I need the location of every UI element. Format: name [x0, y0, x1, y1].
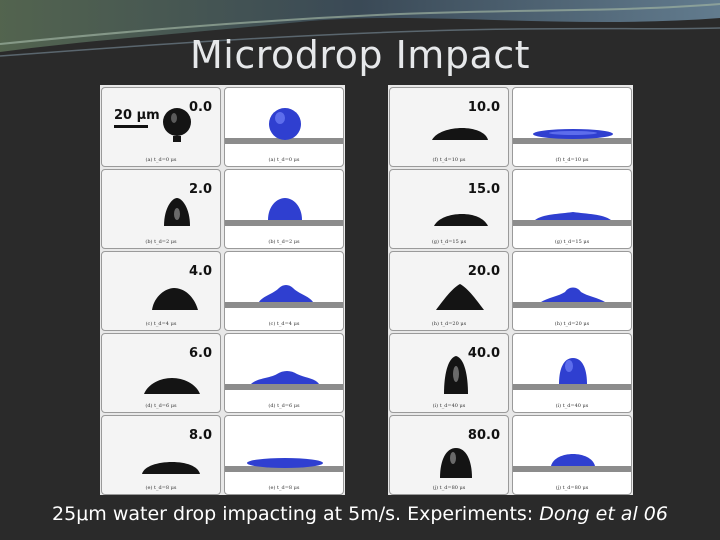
time-label: 20.0	[467, 264, 500, 279]
time-label: 40.0	[467, 346, 500, 361]
experiment-frame: 15.0 (g) t_d=15 μs	[389, 169, 509, 249]
experiment-drop-image	[164, 198, 190, 226]
experiment-frame: 40.0 (i) t_d=40 μs	[389, 333, 509, 413]
simulation-drop-image	[513, 287, 631, 308]
footer-text: 25μm water drop impacting at 5m/s. Exper…	[52, 503, 540, 525]
time-label: 2.0	[188, 182, 212, 197]
slide-footer: 25μm water drop impacting at 5m/s. Exper…	[0, 503, 720, 525]
frame-caption: (b) t_d=2 μs	[268, 239, 300, 245]
frame-caption: (j) t_d=80 μs	[432, 485, 466, 491]
simulation-frame: (b) t_d=2 μs	[224, 169, 344, 249]
frame-caption: (f) t_d=10 μs	[432, 157, 466, 163]
simulation-frame: (j) t_d=80 μs	[512, 415, 632, 495]
frame-caption: (g) t_d=15 μs	[554, 239, 590, 245]
frame-caption: (i) t_d=40 μs	[555, 403, 589, 409]
scale-bar	[114, 125, 148, 128]
simulation-frame: (i) t_d=40 μs	[512, 333, 632, 413]
frame-caption: (e) t_d=8 μs	[268, 485, 300, 491]
simulation-frame: (g) t_d=15 μs	[512, 169, 632, 249]
scale-label: 20 μm	[114, 108, 160, 123]
frame-caption: (f) t_d=10 μs	[555, 157, 589, 163]
experiment-frame: 20 μm 0.0 (a) t_d=0 μs	[101, 87, 221, 167]
frame-caption: (e) t_d=8 μs	[145, 485, 177, 491]
simulation-drop-image	[225, 371, 343, 390]
experiment-frame: 20.0 (h) t_d=20 μs	[389, 251, 509, 331]
slide-title: Microdrop Impact	[189, 33, 531, 77]
experiment-drop-image	[440, 448, 472, 478]
time-label: 15.0	[467, 182, 500, 197]
simulation-drop-image	[513, 358, 631, 390]
frame-caption: (c) t_d=4 μs	[268, 321, 300, 327]
frame-caption: (h) t_d=20 μs	[554, 321, 590, 327]
simulation-drop-image	[225, 458, 343, 472]
experiment-frame: 6.0 (d) t_d=6 μs	[101, 333, 221, 413]
frame-caption: (b) t_d=2 μs	[145, 239, 177, 245]
frame-caption: (g) t_d=15 μs	[431, 239, 467, 245]
header-swoosh	[0, 0, 720, 62]
experiment-drop-image	[142, 462, 200, 474]
time-label: 0.0	[188, 100, 212, 115]
experiment-frame: 4.0 (c) t_d=4 μs	[101, 251, 221, 331]
simulation-frame: (h) t_d=20 μs	[512, 251, 632, 331]
experiment-drop-image	[444, 356, 468, 394]
simulation-frame: (d) t_d=6 μs	[224, 333, 344, 413]
footer-reference: Dong et al 06	[539, 503, 668, 525]
simulation-drop-image	[513, 129, 631, 144]
experiment-drop-image	[152, 288, 198, 310]
frame-caption: (h) t_d=20 μs	[431, 321, 467, 327]
simulation-frame: (f) t_d=10 μs	[512, 87, 632, 167]
frame-caption: (a) t_d=0 μs	[268, 157, 300, 163]
time-label: 80.0	[467, 428, 500, 443]
experiment-frame: 8.0 (e) t_d=8 μs	[101, 415, 221, 495]
experiment-drop-image	[163, 108, 191, 142]
simulation-frame: (c) t_d=4 μs	[224, 251, 344, 331]
experiment-drop-image	[432, 128, 488, 140]
time-label: 6.0	[188, 346, 212, 361]
time-label: 4.0	[188, 264, 212, 279]
frame-caption: (d) t_d=6 μs	[145, 403, 177, 409]
time-label: 10.0	[467, 100, 500, 115]
frame-caption: (i) t_d=40 μs	[432, 403, 466, 409]
frame-caption: (c) t_d=4 μs	[145, 321, 177, 327]
time-label: 8.0	[188, 428, 212, 443]
simulation-drop-image	[225, 198, 343, 226]
simulation-frame: (a) t_d=0 μs	[224, 87, 344, 167]
left-figure-panel: 20 μm 0.0 (a) t_d=0 μs (a) t_d=0 μs 2.0 …	[100, 85, 345, 495]
experiment-frame: 10.0 (f) t_d=10 μs	[389, 87, 509, 167]
experiment-drop-image	[436, 284, 484, 310]
experiment-frame: 2.0 (b) t_d=2 μs	[101, 169, 221, 249]
experiment-drop-image	[434, 214, 488, 226]
simulation-frame: (e) t_d=8 μs	[224, 415, 344, 495]
frame-caption: (a) t_d=0 μs	[145, 157, 177, 163]
experiment-drop-image	[144, 378, 200, 394]
simulation-drop-image	[513, 212, 631, 226]
frame-caption: (j) t_d=80 μs	[555, 485, 589, 491]
frame-caption: (d) t_d=6 μs	[268, 403, 300, 409]
right-figure-panel: 10.0 (f) t_d=10 μs (f) t_d=10 μs 15.0 (g…	[388, 85, 633, 495]
simulation-drop-image	[225, 108, 343, 144]
simulation-drop-image	[513, 454, 631, 472]
experiment-frame: 80.0 (j) t_d=80 μs	[389, 415, 509, 495]
simulation-drop-image	[225, 285, 343, 308]
